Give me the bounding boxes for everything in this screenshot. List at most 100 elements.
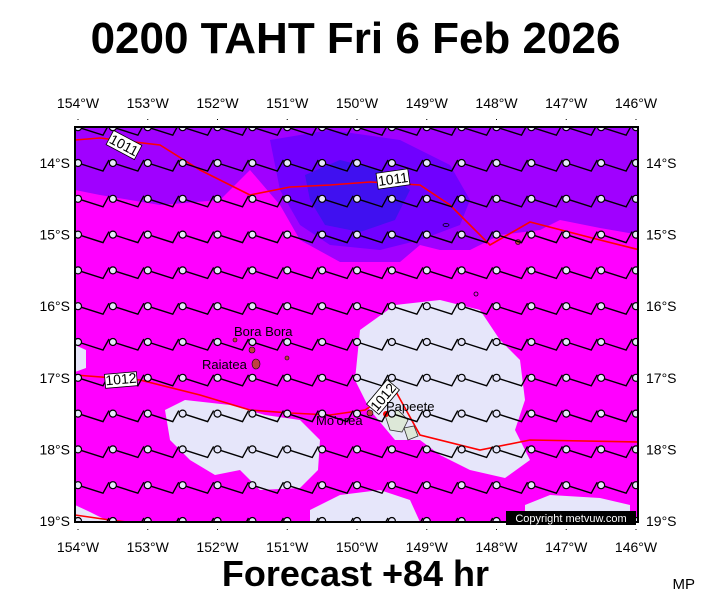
wind-barb [75,158,110,172]
wind-barb [631,337,638,347]
wind-barb [387,409,424,423]
wind-barb [527,230,563,244]
wind-barb [387,445,424,459]
map-frame [74,126,639,523]
wind-barb [318,409,354,423]
wind-barb [248,158,284,172]
lat-label-left: 16°S [39,298,70,314]
wind-barb [457,158,494,172]
wind-barb [178,409,215,423]
svg-text:1011: 1011 [377,169,409,189]
wind-barb [178,266,215,280]
lon-label-bottom: 151°W [266,539,309,555]
wind-barb [248,373,284,387]
wind-barb [318,302,354,316]
wind-barb [318,337,354,351]
wind-barb [352,194,389,208]
wind-barb [562,194,598,208]
wind-barb [631,302,638,311]
wind-barb [387,481,424,495]
wind-barb [213,302,250,316]
wind-barb [457,409,494,423]
wind-barb [143,409,180,423]
wind-barb [387,158,424,172]
copyright-text: Copyright metvuw.com [515,513,626,525]
wind-barb [213,409,250,423]
wind-barb [283,445,319,459]
wind-barb [527,302,563,316]
wind-barb [75,194,110,208]
wind-barb [527,373,563,387]
wind-barb [562,158,598,172]
wind-barb [75,266,110,280]
wind-barb [143,158,180,172]
lavender-region [75,345,86,372]
wind-barb [422,230,459,244]
maupiti-island [232,337,238,343]
wind-barb [562,481,598,495]
forecast-label: Forecast +84 hr [221,553,490,594]
author-mark: MP [672,576,696,593]
wind-barb [178,158,215,172]
wind-barb [75,445,110,459]
wind-barb [248,266,284,280]
wind-barb [562,373,598,387]
wind-barb [597,373,633,387]
wind-barb [562,337,598,351]
wind-barb [75,481,110,495]
wind-barb [457,445,494,459]
wind-barb [387,302,424,316]
wind-barb [562,409,598,423]
wind-barb [492,266,529,280]
raiatea-island [251,358,261,370]
wind-barb [457,337,494,351]
wind-barb [492,194,529,208]
wind-barb [352,481,389,495]
wind-barb [318,266,354,280]
wind-barb [352,409,389,423]
map-title: 0200 TAHT Fri 6 Feb 2026 [90,14,621,63]
lat-label-left: 19°S [39,513,70,529]
atoll [442,223,450,227]
wind-barb [597,230,633,244]
wind-barb [143,445,180,459]
lon-label-top: 149°W [406,95,449,111]
wind-barb [527,266,563,280]
wind-barb [527,158,563,172]
wind-barb [492,409,529,423]
lon-label-top: 148°W [475,95,518,111]
wind-barb [562,230,598,244]
wind-barb [248,409,284,423]
lon-label-bottom: 154°W [57,539,100,555]
wind-barb [178,481,215,495]
wind-barb [422,302,459,316]
lat-label-right: 17°S [646,370,677,386]
lat-label-left: 14°S [39,155,70,171]
lon-label-top: 146°W [615,95,658,111]
lat-label-right: 19°S [646,513,677,529]
wind-barb [492,158,529,172]
wind-barb [108,409,145,423]
wind-barb [213,373,250,387]
wind-barb [422,194,459,208]
wind-barb [597,409,633,423]
place-label-raiatea: Raiatea [202,357,248,372]
wind-barb [631,445,638,454]
isobar-1011 [75,137,638,251]
lon-label-top: 154°W [57,95,100,111]
wind-barb [75,337,110,351]
wind-barb [562,266,598,280]
wind-barb [597,266,633,280]
wind-barb [318,230,354,244]
wind-barb [143,337,180,351]
wind-barb [75,302,110,316]
lon-label-bottom: 146°W [615,539,658,555]
wind-barb [283,337,319,351]
wind-barb [492,373,529,387]
wind-barb [213,230,250,244]
bora-bora-island [248,346,256,354]
wind-barb [318,445,354,459]
wind-barb [527,194,563,208]
wind-barb [318,158,354,172]
wind-barb [178,230,215,244]
